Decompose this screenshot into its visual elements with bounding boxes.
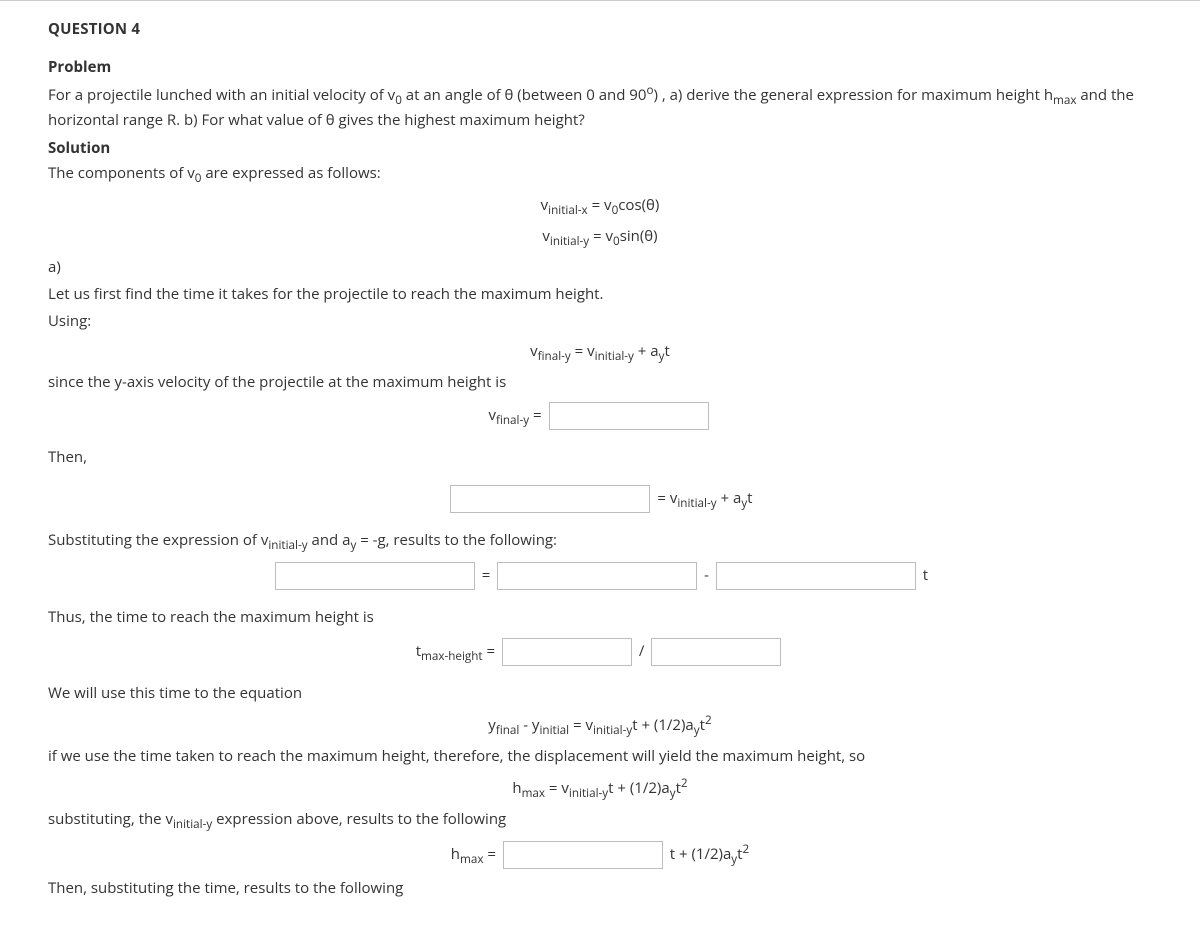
input-tmax-den[interactable] [651,638,781,666]
components-intro: The components of v0 are expressed as fo… [48,162,1152,187]
substituting-line: Substituting the expression of vinitial-… [48,529,1152,554]
solution-heading: Solution [48,138,1152,158]
input-lhs-1[interactable] [450,485,650,513]
using-line: Using: [48,310,1152,333]
problem-heading: Problem [48,57,1152,77]
equals-sign-1: = [482,565,494,585]
input-vfinal-y[interactable] [549,402,709,430]
eq-vinitial-y: vinitial-y = v0sin(θ) [48,225,1152,250]
t-suffix-1: t [923,565,928,585]
substituting2-line: substituting, the vinitial-y expression … [48,808,1152,833]
input-tmax-num[interactable] [502,638,632,666]
thus-line: Thus, the time to reach the maximum heig… [48,606,1152,629]
we-will-line: We will use this time to the equation [48,682,1152,705]
eq-vinitial-x: vinitial-x = v0cos(θ) [48,194,1152,219]
vfinal-y-blank-row: vfinal-y = [48,400,1152,432]
input-subst-rhs1[interactable] [497,562,697,590]
if-we-use-line: if we use the time taken to reach the ma… [48,745,1152,768]
input-subst-lhs[interactable] [275,562,475,590]
since-line: since the y-axis velocity of the project… [48,371,1152,394]
tmax-row: tmax-height = / [48,636,1152,668]
input-hmax-term[interactable] [503,841,663,869]
slash-sign: / [639,641,648,661]
hmax-blank-row: hmax = t + (1/2)ayt2 [48,839,1152,871]
then-sub-line: Then, substituting the time, results to … [48,877,1152,900]
eq-vfinal-y: vfinal-y = vinitial-y + ayt [48,340,1152,365]
subst-blanks-row: = - t [48,560,1152,592]
eq-yfinal: yfinal - yinitial = vinitial-yt + (1/2)a… [48,711,1152,739]
input-subst-rhs2[interactable] [716,562,916,590]
then-line: Then, [48,446,1152,469]
eq-hmax1: hmax = vinitial-yt + (1/2)ayt2 [48,774,1152,802]
problem-statement: For a projectile lunched with an initial… [48,81,1152,132]
let-us-line: Let us first find the time it takes for … [48,283,1152,306]
part-a-label: a) [48,256,1152,279]
minus-sign-1: - [704,565,713,585]
question-label: QUESTION 4 [48,19,1152,39]
blank-eq-vinitial-row: = vinitial-y + ayt [48,483,1152,515]
